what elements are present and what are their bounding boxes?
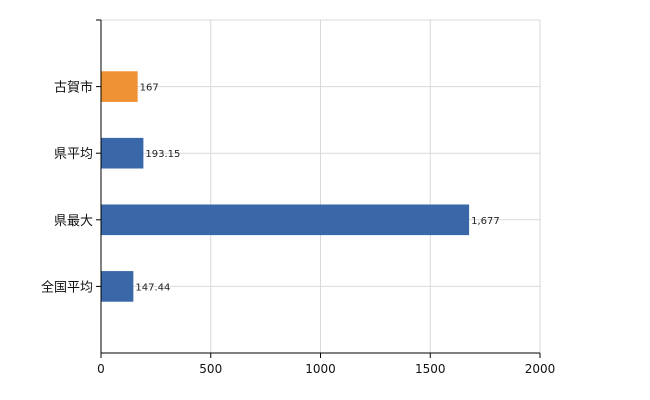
bar-2 [101,137,144,169]
y-tick-label: 県最大 [54,214,93,229]
data-label: 193.15 [145,149,180,160]
data-label: 147.44 [135,282,170,293]
x-tick-label: 500 [199,362,222,376]
bar-1 [101,71,138,102]
x-tick-label: 0 [97,362,105,376]
y-tick-label: 県平均 [54,147,93,162]
x-tick-label: 1000 [305,362,336,376]
grid-layer [101,19,541,353]
bar-3 [101,204,470,236]
y-tick-label: 古賀市 [54,80,93,96]
bar-4 [101,271,134,302]
y-tick-label: 全国平均 [41,279,93,295]
axis-layer [96,19,541,358]
data-label: 167 [140,83,159,94]
data-label: 1,677 [471,216,500,227]
x-tick-label: 1500 [415,362,446,376]
bar-layer [101,71,470,302]
x-tick-label: 2000 [525,362,556,376]
